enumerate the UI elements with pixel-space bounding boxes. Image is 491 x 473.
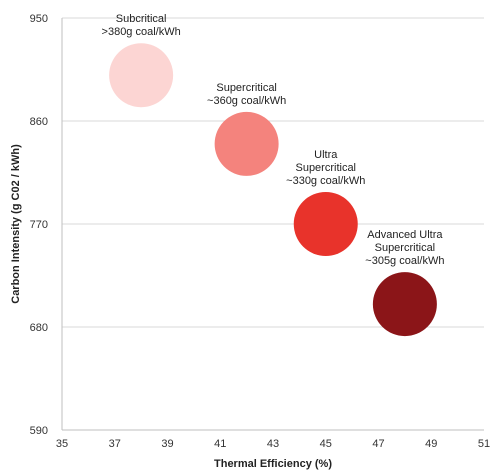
x-tick-37: 37 (109, 438, 121, 450)
bubble-1-label-line-2: >380g coal/kWh (102, 26, 181, 38)
x-tick-51: 51 (478, 438, 490, 450)
x-tick-49: 49 (425, 438, 437, 450)
y-tick-590: 590 (30, 425, 48, 437)
bubble-3-label-line-3: ~330g coal/kWh (286, 175, 365, 187)
x-axis-title: Thermal Efficiency (%) (214, 458, 332, 470)
data-points (109, 43, 437, 337)
bubble-2-label-line-2: ~360g coal/kWh (207, 95, 286, 107)
x-tick-45: 45 (320, 438, 332, 450)
bubble-4-label-line-1: Advanced Ultra (367, 229, 443, 241)
y-tick-860: 860 (30, 116, 48, 128)
y-tick-labels: 590 680 770 860 950 (30, 13, 48, 437)
x-tick-47: 47 (372, 438, 384, 450)
bubble-4-label-line-3: ~305g coal/kWh (365, 255, 444, 267)
bubble-1-label-line-1: Subcritical (116, 13, 167, 25)
bubble-3-label-line-2: Supercritical (295, 162, 356, 174)
bubble-3-label-line-1: Ultra (314, 149, 338, 161)
axes (61, 18, 484, 431)
x-tick-labels: 35 37 39 41 43 45 47 49 51 (56, 438, 490, 450)
bubble-3 (293, 192, 358, 256)
bubble-2 (214, 111, 279, 176)
bubble-4-label-line-2: Supercritical (375, 242, 436, 254)
y-axis-title: Carbon Intensity (g C02 / kWh) (10, 144, 22, 304)
x-tick-35: 35 (56, 438, 68, 450)
bubble-1 (109, 43, 174, 108)
annotations: Subcritical>380g coal/kWhSupercritical~3… (102, 13, 445, 267)
bubble-2-label-line-1: Supercritical (216, 82, 277, 94)
y-tick-950: 950 (30, 13, 48, 25)
y-tick-770: 770 (30, 219, 48, 231)
x-tick-39: 39 (161, 438, 173, 450)
y-tick-680: 680 (30, 322, 48, 334)
bubble-4 (372, 272, 437, 337)
x-tick-41: 41 (214, 438, 226, 450)
x-tick-43: 43 (267, 438, 279, 450)
